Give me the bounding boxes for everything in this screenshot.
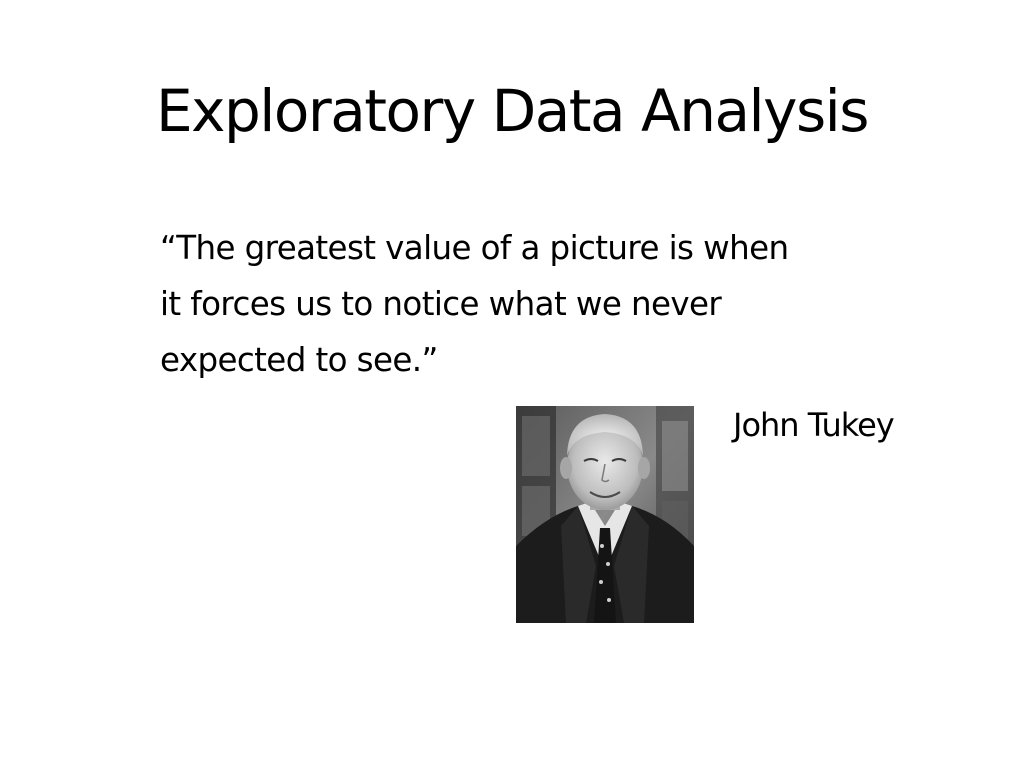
portrait-photo — [516, 406, 694, 623]
quote-line: expected to see.” — [160, 341, 438, 379]
portrait-photo-image — [516, 406, 694, 623]
slide-title: Exploratory Data Analysis — [156, 77, 870, 145]
quote-line: “The greatest value of a picture is when — [160, 229, 789, 267]
quote-attribution: John Tukey — [733, 406, 895, 444]
quote-line: it forces us to notice what we never — [160, 285, 722, 323]
quote-block: “The greatest value of a picture is when… — [160, 220, 920, 388]
